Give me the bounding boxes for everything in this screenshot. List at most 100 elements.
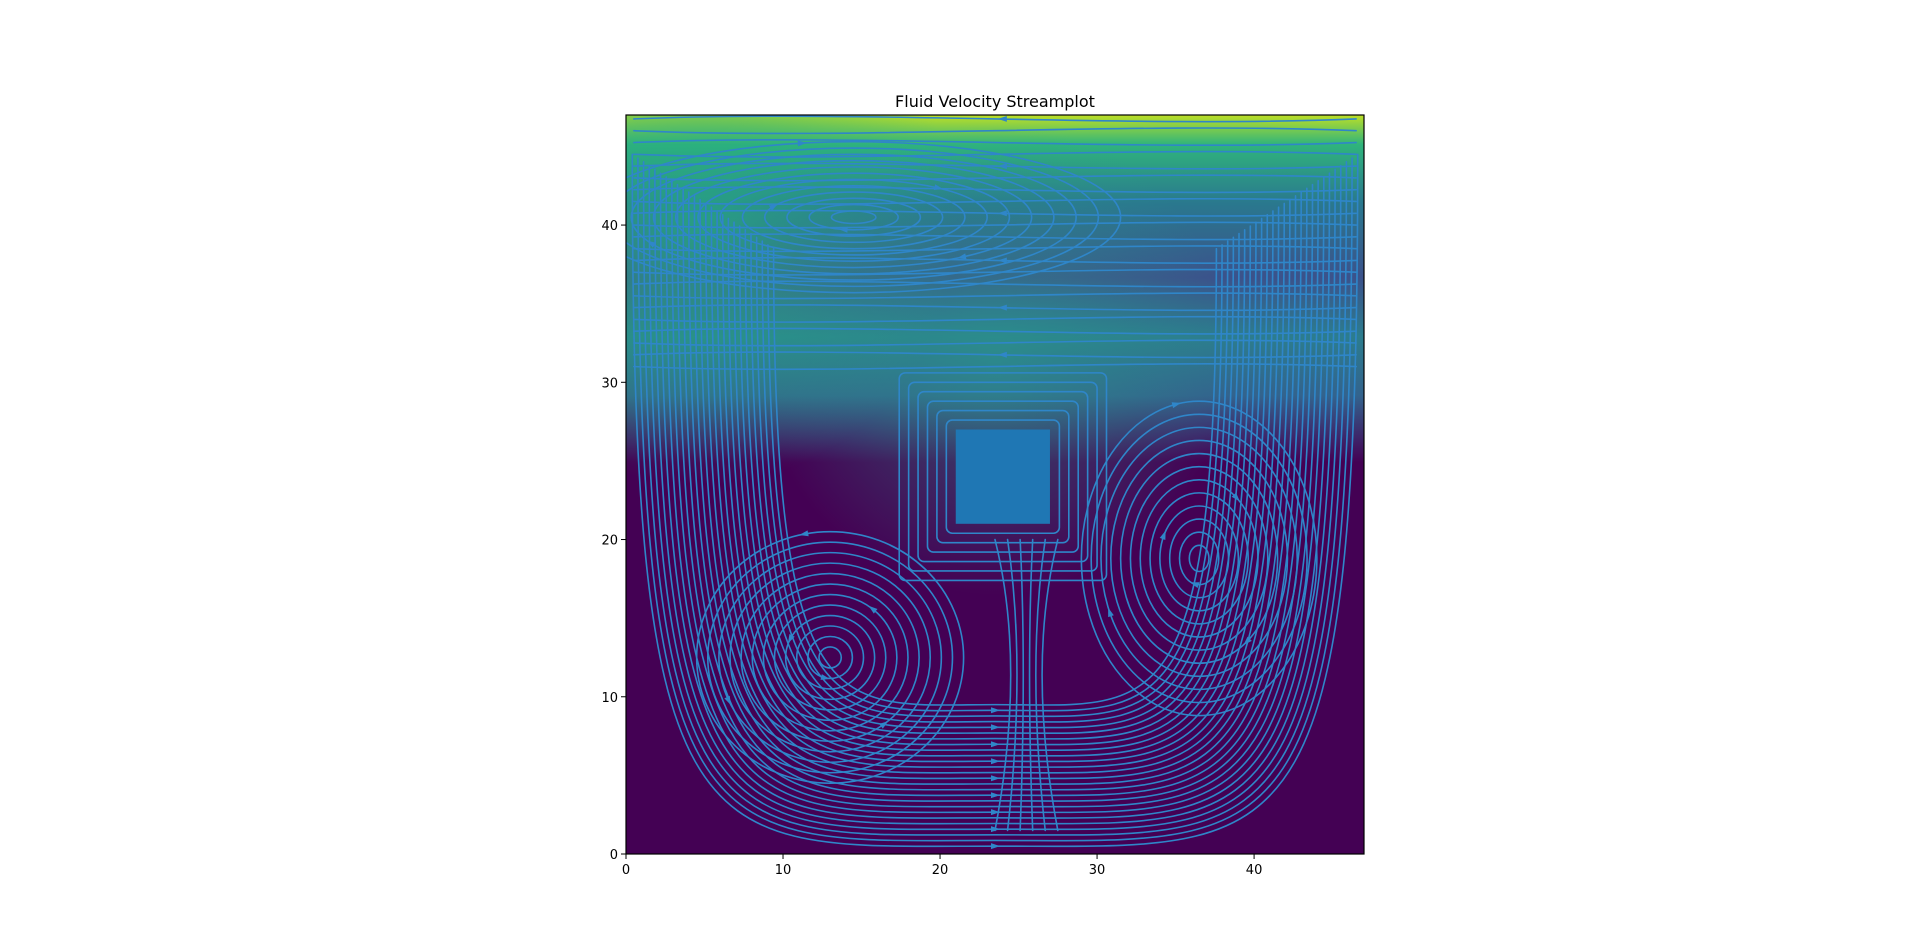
streamline [1035, 538, 1047, 832]
streamline [710, 206, 1280, 768]
streamline [744, 228, 1246, 735]
streamline [633, 150, 1357, 158]
streamline [1100, 426, 1299, 691]
streamline [818, 646, 843, 669]
streamline [633, 256, 1357, 264]
streamline [795, 625, 865, 690]
streamline [727, 217, 1263, 752]
flow-arrow [799, 530, 809, 537]
streamline [945, 419, 1061, 535]
y-tick-label: 10 [601, 691, 618, 706]
flow-arrow [957, 253, 967, 260]
x-tick-label: 20 [932, 863, 949, 878]
streamline [772, 247, 1218, 706]
streamline [671, 179, 1319, 808]
streamline [633, 327, 1357, 335]
streamline [688, 191, 1302, 791]
flow-arrow [1171, 402, 1182, 409]
streamline [751, 583, 909, 732]
streamline [786, 197, 922, 237]
streamline [633, 197, 1357, 205]
streamline [704, 202, 1286, 774]
x-tick-label: 0 [622, 863, 630, 878]
streamline [633, 186, 1357, 194]
streamline [994, 538, 1012, 832]
flow-arrow [768, 203, 779, 211]
flow-arrow [997, 304, 1007, 311]
streamline [907, 381, 1098, 572]
streamline [633, 339, 1357, 347]
flow-arrow [787, 633, 795, 644]
streamline [761, 240, 1229, 718]
streamline [633, 174, 1357, 182]
chart-title: Fluid Velocity Streamplot [895, 92, 1095, 111]
streamline [808, 203, 899, 231]
flow-arrow [1189, 582, 1200, 588]
y-tick-label: 30 [601, 376, 618, 391]
flow-arrow [997, 257, 1007, 264]
streamline [1188, 544, 1210, 573]
streamline [633, 363, 1357, 371]
streamline [741, 184, 966, 250]
streamline [633, 127, 1357, 135]
streamline [738, 225, 1252, 740]
streamline [1149, 492, 1249, 625]
y-tick-label: 40 [601, 219, 618, 234]
streamline [1028, 538, 1034, 832]
streamline [633, 268, 1357, 276]
flow-arrow [990, 775, 1000, 782]
plot-area [626, 115, 1364, 854]
flow-arrow [990, 707, 1000, 714]
streamline [1041, 538, 1059, 832]
streamline [654, 168, 1336, 825]
streamline [721, 213, 1269, 757]
y-tick-label: 20 [601, 534, 618, 549]
streamline [1178, 531, 1220, 586]
streamline [633, 233, 1357, 241]
streamline [630, 153, 1077, 281]
streamline [1019, 538, 1025, 832]
flow-arrow [990, 792, 1000, 799]
y-axis: 0 10 20 30 40 [601, 219, 626, 863]
streamline [926, 400, 1080, 553]
streamline [676, 183, 1314, 802]
streamline [633, 245, 1357, 253]
streamlines-layer [626, 115, 1359, 850]
streamline [633, 138, 1357, 147]
streamline [633, 209, 1357, 217]
streamline [1119, 452, 1279, 665]
streamline [659, 172, 1331, 819]
flow-arrow [990, 843, 1000, 850]
streamline [936, 409, 1070, 544]
streamline [1080, 400, 1318, 717]
streamline [693, 195, 1297, 785]
flow-arrow [990, 809, 1000, 816]
streamline [633, 115, 1357, 123]
plot-frame [625, 114, 1365, 855]
flow-arrow [997, 351, 1007, 358]
streamline [637, 157, 1353, 842]
streamline [633, 292, 1357, 300]
streamline [706, 541, 954, 774]
streamline [626, 147, 1100, 288]
flow-arrow [1108, 607, 1114, 618]
streamline [633, 221, 1357, 229]
streamline [633, 162, 1357, 170]
flow-arrow [990, 758, 1000, 765]
flow-arrow [797, 140, 807, 147]
flow-arrow [990, 724, 1000, 731]
flow-arrow [997, 163, 1007, 170]
streamline [917, 390, 1089, 563]
streamline [633, 351, 1357, 359]
streamline [773, 604, 887, 711]
streamline [642, 161, 1348, 836]
streamline [674, 166, 1033, 269]
obstacle-block [955, 429, 1050, 524]
x-tick-label: 40 [1246, 863, 1263, 878]
y-tick-label: 0 [610, 848, 618, 863]
streamline [633, 315, 1357, 323]
streamline [784, 614, 876, 701]
streamline [763, 191, 944, 244]
flow-arrow [1159, 530, 1166, 541]
